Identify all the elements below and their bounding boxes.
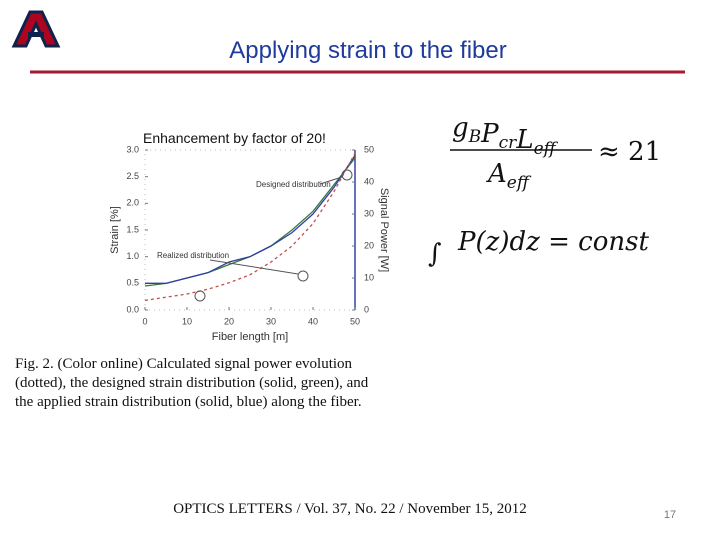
subscript: B: [468, 127, 482, 147]
y2-tick-label: 20: [364, 240, 374, 250]
y-tick-label: 0.0: [126, 304, 139, 314]
y2-tick-label: 40: [364, 176, 374, 186]
plot-frame: [144, 149, 356, 311]
symbol: g: [452, 113, 469, 143]
symbol: A: [486, 159, 507, 189]
overlay-text: Enhancement by factor of 20!: [143, 130, 326, 146]
data-line: [145, 154, 356, 284]
logo: [11, 10, 61, 48]
data-line: [144, 152, 356, 302]
integral: ∫: [428, 239, 442, 269]
y-tick-label: 1.0: [126, 251, 139, 261]
y2-tick-label: 30: [364, 208, 374, 218]
symbol: P: [480, 119, 499, 149]
callout-arrow: [209, 259, 299, 275]
y-tick-label: 3.0: [126, 144, 139, 154]
y-tick-label: 2.5: [126, 171, 139, 181]
x-tick-label: 20: [224, 316, 234, 326]
y-tick-label: 1.5: [126, 224, 139, 234]
citation: OPTICS LETTERS / Vol. 37, No. 22 / Novem…: [173, 501, 527, 517]
y2-axis-label: Signal Power [W]: [378, 188, 390, 272]
x-tick-label: 30: [266, 316, 276, 326]
slide-title: Applying strain to the fiber: [229, 37, 507, 64]
callout-circle: [194, 290, 206, 302]
subscript: cr: [499, 133, 518, 153]
x-axis-label: Fiber length [m]: [212, 331, 288, 343]
y2-tick-label: 10: [364, 272, 374, 282]
subscript: eff: [534, 139, 559, 159]
symbol: L: [515, 125, 533, 155]
equation-body: P(z)dz = const: [457, 227, 649, 257]
y-axis-label: Strain [%]: [109, 206, 121, 254]
x-tick-label: 50: [350, 316, 360, 326]
caption-line: the applied strain distribution (solid, …: [15, 394, 362, 410]
x-tick-label: 0: [142, 316, 147, 326]
equation-term: Aeff: [486, 159, 532, 193]
x-tick-label: 40: [308, 316, 318, 326]
chart: 0.0 0.5 1.0 1.5 2.0 2.5 3.0 0 10 20 30 40 50 0 10 20 30 4…: [109, 144, 390, 343]
annotation: Designed distribution: [256, 180, 331, 189]
equation-rhs: ≈ 21: [598, 137, 661, 167]
y-tick-label: 2.0: [126, 198, 139, 208]
caption-line: Fig. 2. (Color online) Calculated signal…: [15, 356, 353, 372]
page-number: 17: [664, 509, 676, 521]
caption-line: (dotted), the designed strain distributi…: [15, 375, 369, 391]
callout-arrow: [319, 176, 343, 185]
y2-tick-label: 50: [364, 144, 374, 154]
y-tick-label: 0.5: [126, 278, 139, 288]
callout-circle: [341, 169, 353, 181]
y2-tick-label: 0: [364, 304, 369, 314]
subscript: eff: [507, 173, 532, 193]
annotation: Realized distribution: [157, 251, 229, 260]
equation-term: gBPcrLeff: [452, 113, 559, 159]
callout-circle: [297, 270, 309, 282]
x-tick-label: 10: [182, 316, 192, 326]
